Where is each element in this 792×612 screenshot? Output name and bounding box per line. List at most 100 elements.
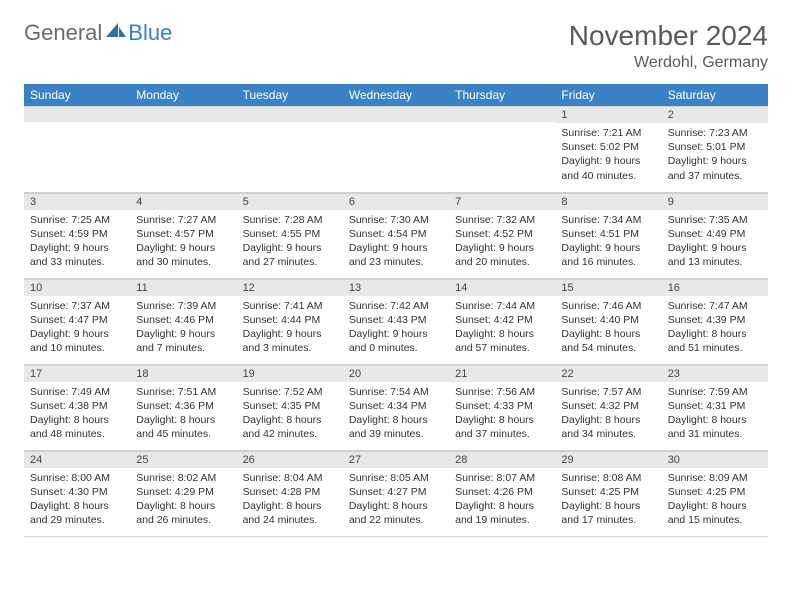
sunset-text: Sunset: 4:31 PM [668, 399, 762, 413]
sunset-text: Sunset: 4:52 PM [455, 227, 549, 241]
sunset-text: Sunset: 4:55 PM [243, 227, 337, 241]
day-details: Sunrise: 7:23 AMSunset: 5:01 PMDaylight:… [662, 123, 768, 187]
sunrise-text: Sunrise: 8:07 AM [455, 471, 549, 485]
sunset-text: Sunset: 4:27 PM [349, 485, 443, 499]
sunrise-text: Sunrise: 8:00 AM [30, 471, 124, 485]
sunrise-text: Sunrise: 7:57 AM [561, 385, 655, 399]
calendar-day-cell: 14Sunrise: 7:44 AMSunset: 4:42 PMDayligh… [449, 278, 555, 364]
day-details: Sunrise: 7:37 AMSunset: 4:47 PMDaylight:… [24, 296, 130, 360]
day-number: 1 [555, 106, 661, 123]
sunset-text: Sunset: 4:47 PM [30, 313, 124, 327]
day-number: 2 [662, 106, 768, 123]
day-details: Sunrise: 7:57 AMSunset: 4:32 PMDaylight:… [555, 382, 661, 446]
daylight-text: Daylight: 8 hours and 19 minutes. [455, 499, 549, 527]
day-details: Sunrise: 7:52 AMSunset: 4:35 PMDaylight:… [237, 382, 343, 446]
sunrise-text: Sunrise: 7:37 AM [30, 299, 124, 313]
day-details: Sunrise: 7:41 AMSunset: 4:44 PMDaylight:… [237, 296, 343, 360]
calendar-day-cell: 13Sunrise: 7:42 AMSunset: 4:43 PMDayligh… [343, 278, 449, 364]
weekday-header: Saturday [662, 84, 768, 106]
sunset-text: Sunset: 4:42 PM [455, 313, 549, 327]
daylight-text: Daylight: 9 hours and 0 minutes. [349, 327, 443, 355]
sunrise-text: Sunrise: 8:04 AM [243, 471, 337, 485]
day-details: Sunrise: 8:09 AMSunset: 4:25 PMDaylight:… [662, 468, 768, 532]
day-number: 25 [130, 451, 236, 468]
day-details: Sunrise: 7:44 AMSunset: 4:42 PMDaylight:… [449, 296, 555, 360]
calendar-day-cell: 29Sunrise: 8:08 AMSunset: 4:25 PMDayligh… [555, 450, 661, 536]
day-number: 17 [24, 365, 130, 382]
day-number: 23 [662, 365, 768, 382]
calendar-week-row: 24Sunrise: 8:00 AMSunset: 4:30 PMDayligh… [24, 450, 768, 536]
logo-sail-icon [106, 21, 126, 37]
day-details: Sunrise: 7:46 AMSunset: 4:40 PMDaylight:… [555, 296, 661, 360]
day-details: Sunrise: 8:04 AMSunset: 4:28 PMDaylight:… [237, 468, 343, 532]
sunset-text: Sunset: 4:36 PM [136, 399, 230, 413]
daylight-text: Daylight: 9 hours and 40 minutes. [561, 154, 655, 182]
sunrise-text: Sunrise: 7:27 AM [136, 213, 230, 227]
day-details: Sunrise: 7:34 AMSunset: 4:51 PMDaylight:… [555, 210, 661, 274]
calendar-week-row: 1Sunrise: 7:21 AMSunset: 5:02 PMDaylight… [24, 106, 768, 192]
daylight-text: Daylight: 9 hours and 33 minutes. [30, 241, 124, 269]
sunset-text: Sunset: 4:39 PM [668, 313, 762, 327]
day-details: Sunrise: 7:35 AMSunset: 4:49 PMDaylight:… [662, 210, 768, 274]
calendar-day-cell: 17Sunrise: 7:49 AMSunset: 4:38 PMDayligh… [24, 364, 130, 450]
weekday-header: Friday [555, 84, 661, 106]
day-details: Sunrise: 8:07 AMSunset: 4:26 PMDaylight:… [449, 468, 555, 532]
calendar-page: General Blue November 2024 Werdohl, Germ… [0, 0, 792, 557]
sunrise-text: Sunrise: 7:44 AM [455, 299, 549, 313]
calendar-day-cell [130, 106, 236, 192]
day-details: Sunrise: 7:25 AMSunset: 4:59 PMDaylight:… [24, 210, 130, 274]
page-header: General Blue November 2024 Werdohl, Germ… [24, 20, 768, 72]
day-number: 9 [662, 193, 768, 210]
calendar-day-cell: 20Sunrise: 7:54 AMSunset: 4:34 PMDayligh… [343, 364, 449, 450]
day-number [130, 106, 236, 122]
calendar-day-cell: 28Sunrise: 8:07 AMSunset: 4:26 PMDayligh… [449, 450, 555, 536]
daylight-text: Daylight: 9 hours and 13 minutes. [668, 241, 762, 269]
sunset-text: Sunset: 4:38 PM [30, 399, 124, 413]
sunset-text: Sunset: 4:49 PM [668, 227, 762, 241]
daylight-text: Daylight: 8 hours and 29 minutes. [30, 499, 124, 527]
day-number: 4 [130, 193, 236, 210]
sunrise-text: Sunrise: 7:23 AM [668, 126, 762, 140]
calendar-day-cell: 15Sunrise: 7:46 AMSunset: 4:40 PMDayligh… [555, 278, 661, 364]
calendar-day-cell [343, 106, 449, 192]
calendar-day-cell: 18Sunrise: 7:51 AMSunset: 4:36 PMDayligh… [130, 364, 236, 450]
day-number: 3 [24, 193, 130, 210]
daylight-text: Daylight: 8 hours and 31 minutes. [668, 413, 762, 441]
calendar-table: SundayMondayTuesdayWednesdayThursdayFrid… [24, 84, 768, 537]
day-details: Sunrise: 8:00 AMSunset: 4:30 PMDaylight:… [24, 468, 130, 532]
day-number: 13 [343, 279, 449, 296]
sunrise-text: Sunrise: 7:30 AM [349, 213, 443, 227]
day-number [24, 106, 130, 122]
sunrise-text: Sunrise: 7:35 AM [668, 213, 762, 227]
calendar-week-row: 10Sunrise: 7:37 AMSunset: 4:47 PMDayligh… [24, 278, 768, 364]
day-details: Sunrise: 7:59 AMSunset: 4:31 PMDaylight:… [662, 382, 768, 446]
sunset-text: Sunset: 4:40 PM [561, 313, 655, 327]
sunrise-text: Sunrise: 8:05 AM [349, 471, 443, 485]
daylight-text: Daylight: 9 hours and 23 minutes. [349, 241, 443, 269]
daylight-text: Daylight: 8 hours and 54 minutes. [561, 327, 655, 355]
day-number: 12 [237, 279, 343, 296]
sunset-text: Sunset: 5:01 PM [668, 140, 762, 154]
sunset-text: Sunset: 4:35 PM [243, 399, 337, 413]
day-details: Sunrise: 8:05 AMSunset: 4:27 PMDaylight:… [343, 468, 449, 532]
sunrise-text: Sunrise: 7:32 AM [455, 213, 549, 227]
calendar-day-cell: 21Sunrise: 7:56 AMSunset: 4:33 PMDayligh… [449, 364, 555, 450]
day-number: 5 [237, 193, 343, 210]
sunset-text: Sunset: 4:33 PM [455, 399, 549, 413]
calendar-day-cell: 9Sunrise: 7:35 AMSunset: 4:49 PMDaylight… [662, 192, 768, 278]
calendar-day-cell: 22Sunrise: 7:57 AMSunset: 4:32 PMDayligh… [555, 364, 661, 450]
day-number: 20 [343, 365, 449, 382]
sunrise-text: Sunrise: 7:49 AM [30, 385, 124, 399]
daylight-text: Daylight: 8 hours and 45 minutes. [136, 413, 230, 441]
calendar-week-row: 3Sunrise: 7:25 AMSunset: 4:59 PMDaylight… [24, 192, 768, 278]
calendar-day-cell [24, 106, 130, 192]
sunset-text: Sunset: 4:29 PM [136, 485, 230, 499]
day-details: Sunrise: 7:56 AMSunset: 4:33 PMDaylight:… [449, 382, 555, 446]
weekday-header: Monday [130, 84, 236, 106]
calendar-day-cell [449, 106, 555, 192]
calendar-day-cell: 2Sunrise: 7:23 AMSunset: 5:01 PMDaylight… [662, 106, 768, 192]
sunrise-text: Sunrise: 7:41 AM [243, 299, 337, 313]
sunset-text: Sunset: 5:02 PM [561, 140, 655, 154]
calendar-day-cell [237, 106, 343, 192]
day-number: 19 [237, 365, 343, 382]
